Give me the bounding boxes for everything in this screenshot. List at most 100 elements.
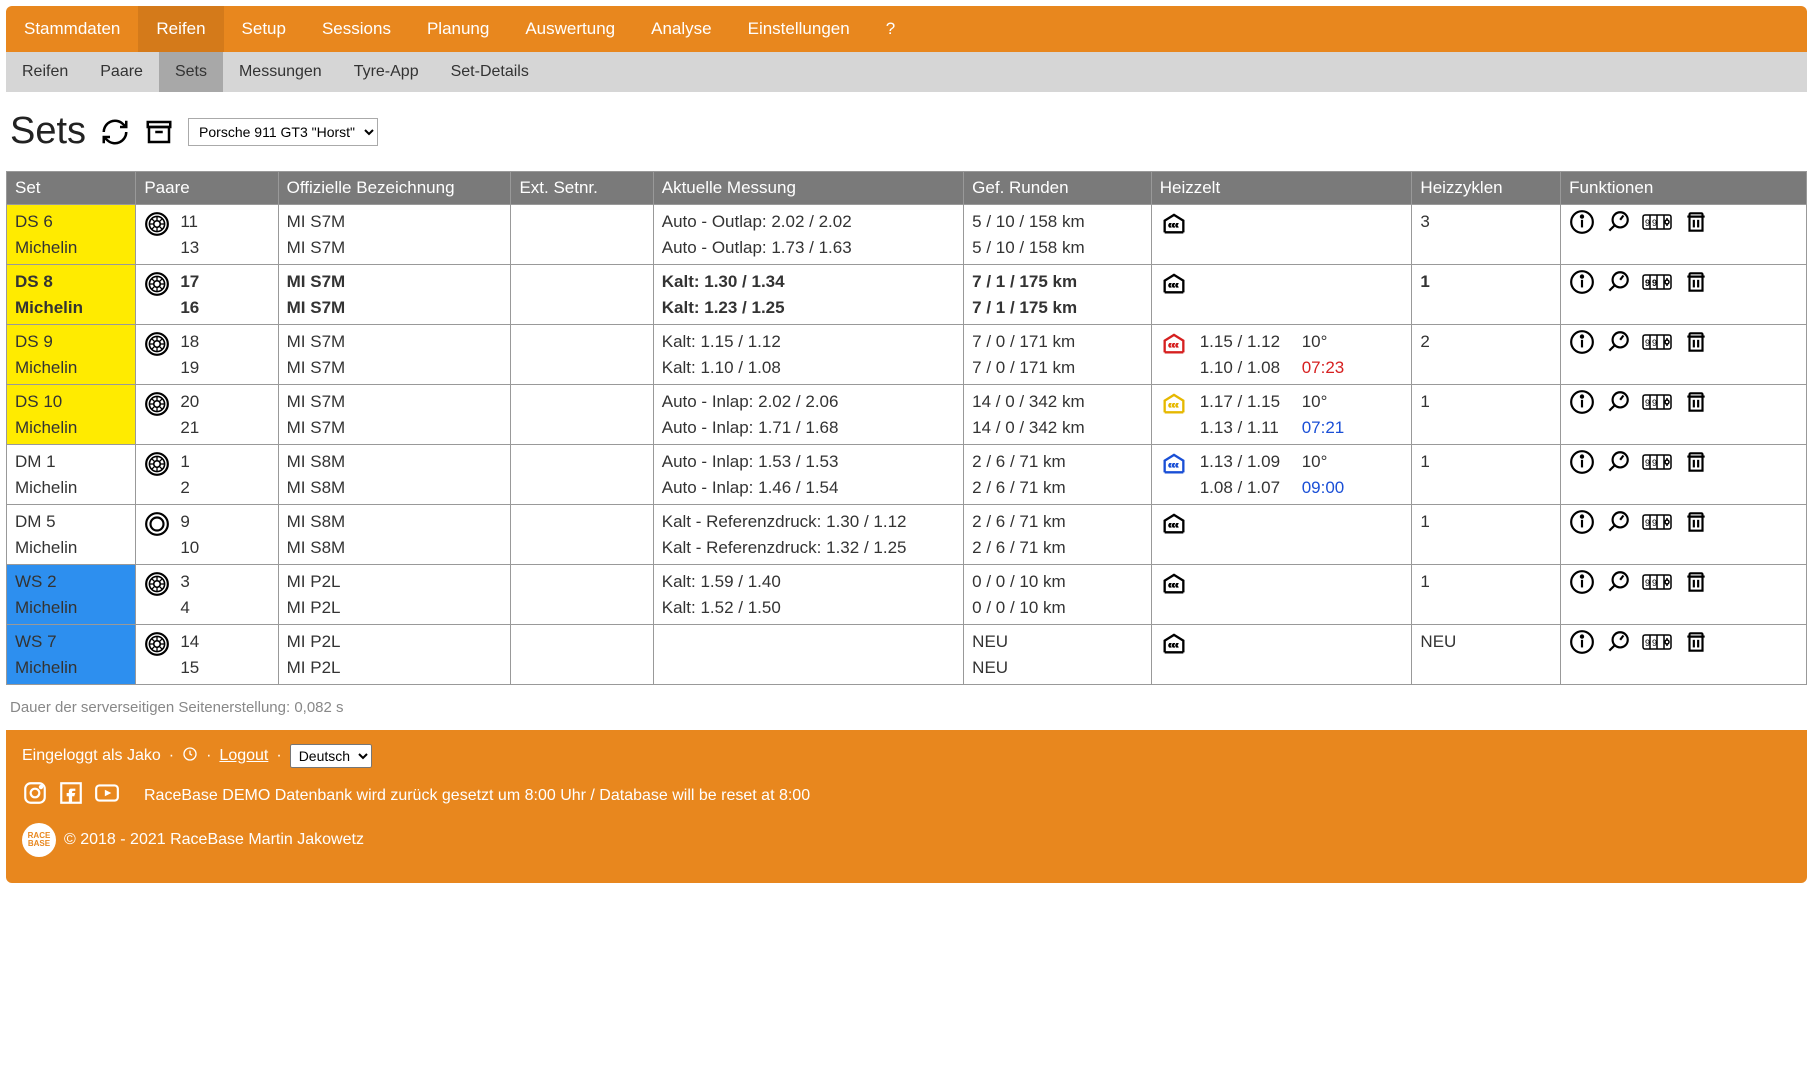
counter-icon[interactable]: 99: [1641, 569, 1673, 603]
designation: MI P2L: [287, 629, 503, 655]
actions-cell: 99: [1569, 629, 1798, 663]
set-name: DM 1: [15, 449, 127, 475]
counter-icon[interactable]: 99: [1641, 629, 1673, 663]
counter-icon[interactable]: 99: [1641, 449, 1673, 483]
svg-text:9: 9: [1652, 578, 1657, 588]
gauge-icon[interactable]: [1605, 389, 1631, 423]
column-header: Heizzyklen: [1412, 172, 1561, 205]
gauge-icon[interactable]: [1605, 209, 1631, 243]
column-header: Funktionen: [1561, 172, 1807, 205]
counter-icon[interactable]: 99: [1641, 509, 1673, 543]
svg-text:9: 9: [1652, 458, 1657, 468]
gauge-icon[interactable]: [1605, 629, 1631, 663]
subnav-item[interactable]: Sets: [159, 52, 223, 92]
delete-icon[interactable]: [1683, 269, 1709, 303]
table-row: DS 6Michelin1113MI S7MMI S7MAuto - Outla…: [7, 205, 1807, 265]
counter-icon[interactable]: 99: [1641, 269, 1673, 303]
tire-icon: [144, 391, 170, 425]
actions-cell: 99: [1569, 509, 1798, 543]
heat-tent-icon[interactable]: [1160, 389, 1188, 425]
svg-text:9: 9: [1652, 518, 1657, 528]
language-select[interactable]: Deutsch: [290, 744, 372, 768]
topnav-item[interactable]: Setup: [224, 6, 304, 52]
instagram-icon[interactable]: [22, 780, 48, 811]
refresh-icon[interactable]: [100, 117, 130, 147]
heat-value: 1.13 / 1.09: [1200, 449, 1290, 475]
gauge-icon[interactable]: [1605, 449, 1631, 483]
topnav-item[interactable]: Stammdaten: [6, 6, 138, 52]
heat-value: 1.10 / 1.08: [1200, 355, 1290, 381]
svg-text:9: 9: [1652, 398, 1657, 408]
info-icon[interactable]: [1569, 449, 1595, 483]
info-icon[interactable]: [1569, 389, 1595, 423]
topnav-item[interactable]: Reifen: [138, 6, 223, 52]
heat-value: 1.17 / 1.15: [1200, 389, 1290, 415]
subnav-item[interactable]: Paare: [84, 52, 159, 92]
topnav-item[interactable]: Sessions: [304, 6, 409, 52]
info-icon[interactable]: [1569, 629, 1595, 663]
gauge-icon[interactable]: [1605, 329, 1631, 363]
heat-tent-icon[interactable]: [1160, 629, 1188, 665]
subnav-item[interactable]: Set-Details: [435, 52, 545, 92]
racebase-logo: RACEBASE: [22, 823, 56, 857]
youtube-icon[interactable]: [94, 780, 120, 811]
delete-icon[interactable]: [1683, 449, 1709, 483]
facebook-icon[interactable]: [58, 780, 84, 811]
counter-icon[interactable]: 99: [1641, 209, 1673, 243]
topnav-item[interactable]: Planung: [409, 6, 507, 52]
table-row: DM 1Michelin12MI S8MMI S8MAuto - Inlap: …: [7, 445, 1807, 505]
copyright-text: © 2018 - 2021 RaceBase Martin Jakowetz: [64, 831, 364, 849]
topnav-item[interactable]: Einstellungen: [730, 6, 868, 52]
logout-link[interactable]: Logout: [219, 747, 268, 765]
heat-tent-icon[interactable]: [1160, 329, 1188, 365]
delete-icon[interactable]: [1683, 209, 1709, 243]
measurement: Auto - Outlap: 2.02 / 2.02: [662, 209, 955, 235]
gauge-icon[interactable]: [1605, 569, 1631, 603]
laps: 2 / 6 / 71 km: [972, 475, 1143, 501]
ext-setnr: [511, 325, 653, 385]
heat-tent-icon[interactable]: [1160, 509, 1188, 545]
delete-icon[interactable]: [1683, 329, 1709, 363]
heat-cycles: NEU: [1412, 625, 1561, 685]
delete-icon[interactable]: [1683, 389, 1709, 423]
actions-cell: 99: [1569, 449, 1798, 483]
delete-icon[interactable]: [1683, 629, 1709, 663]
counter-icon[interactable]: 99: [1641, 329, 1673, 363]
heat-tent-icon[interactable]: [1160, 269, 1188, 305]
heat-tent-icon[interactable]: [1160, 569, 1188, 605]
actions-cell: 99: [1569, 329, 1798, 363]
heat-value: 1.15 / 1.12: [1200, 329, 1290, 355]
svg-text:9: 9: [1652, 638, 1657, 648]
info-icon[interactable]: [1569, 509, 1595, 543]
subnav-item[interactable]: Messungen: [223, 52, 338, 92]
measurement: Kalt - Referenzdruck: 1.32 / 1.25: [662, 535, 955, 561]
measurement: Kalt - Referenzdruck: 1.30 / 1.12: [662, 509, 955, 535]
measurement: Kalt: 1.10 / 1.08: [662, 355, 955, 381]
tire-icon: [144, 511, 170, 545]
info-icon[interactable]: [1569, 329, 1595, 363]
gauge-icon[interactable]: [1605, 509, 1631, 543]
svg-text:9: 9: [1645, 278, 1650, 288]
info-icon[interactable]: [1569, 269, 1595, 303]
subnav-item[interactable]: Reifen: [6, 52, 84, 92]
delete-icon[interactable]: [1683, 569, 1709, 603]
heat-tent-icon[interactable]: [1160, 209, 1188, 245]
delete-icon[interactable]: [1683, 509, 1709, 543]
heat-tent-icon[interactable]: [1160, 449, 1188, 485]
sets-table: SetPaareOffizielle BezeichnungExt. Setnr…: [6, 171, 1807, 685]
archive-icon[interactable]: [144, 117, 174, 147]
tire-icon: [144, 211, 170, 245]
ext-setnr: [511, 265, 653, 325]
topnav-item[interactable]: ?: [868, 6, 913, 52]
info-icon[interactable]: [1569, 209, 1595, 243]
top-navigation: StammdatenReifenSetupSessionsPlanungAusw…: [6, 6, 1807, 52]
gauge-icon[interactable]: [1605, 269, 1631, 303]
info-icon[interactable]: [1569, 569, 1595, 603]
counter-icon[interactable]: 99: [1641, 389, 1673, 423]
paar-number: 20: [180, 389, 199, 415]
topnav-item[interactable]: Analyse: [633, 6, 729, 52]
car-select[interactable]: Porsche 911 GT3 "Horst": [188, 118, 378, 146]
topnav-item[interactable]: Auswertung: [507, 6, 633, 52]
laps: 2 / 6 / 71 km: [972, 535, 1143, 561]
subnav-item[interactable]: Tyre-App: [338, 52, 435, 92]
